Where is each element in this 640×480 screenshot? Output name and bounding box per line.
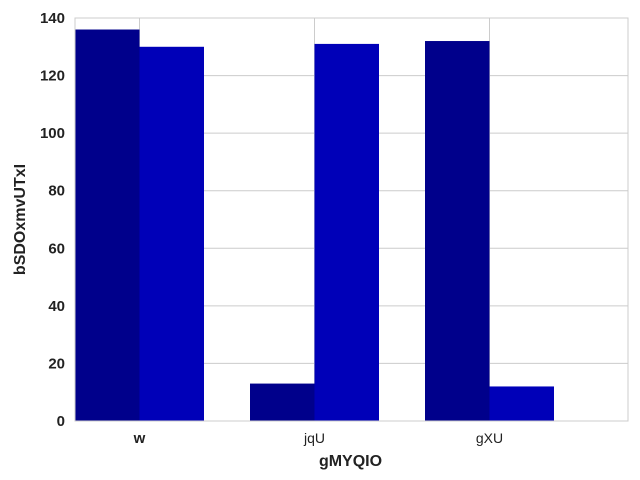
x-tick-label: w bbox=[133, 430, 146, 447]
bar-series1-gXU bbox=[425, 41, 490, 422]
y-tick-label: 20 bbox=[48, 355, 65, 372]
bar-series2-gXU bbox=[489, 386, 554, 421]
x-tick-label: gXU bbox=[476, 430, 503, 446]
bar-series1-jqU bbox=[250, 383, 315, 421]
y-tick-label: 80 bbox=[48, 183, 65, 200]
bars bbox=[75, 29, 554, 422]
y-tick-label: 60 bbox=[48, 240, 65, 257]
x-axis-label: gMYQIO bbox=[319, 453, 382, 470]
x-tick-label: jqU bbox=[303, 430, 325, 446]
y-tick-labels: 0 20 40 60 80 100 120 140 bbox=[40, 10, 65, 430]
y-tick-label: 140 bbox=[40, 10, 65, 27]
y-tick-label: 0 bbox=[57, 413, 65, 430]
x-tick-labels: w jqU gXU bbox=[133, 430, 503, 447]
y-axis-label: bSDOxmvUTxI bbox=[12, 164, 29, 275]
y-tick-label: 40 bbox=[48, 298, 65, 315]
y-tick-label: 100 bbox=[40, 125, 65, 142]
bar-series2-w bbox=[139, 46, 204, 422]
plot-frame bbox=[74, 17, 629, 422]
bar-series2-jqU bbox=[314, 43, 379, 422]
y-tick-label: 120 bbox=[40, 68, 65, 85]
bar-series1-w bbox=[75, 29, 140, 422]
